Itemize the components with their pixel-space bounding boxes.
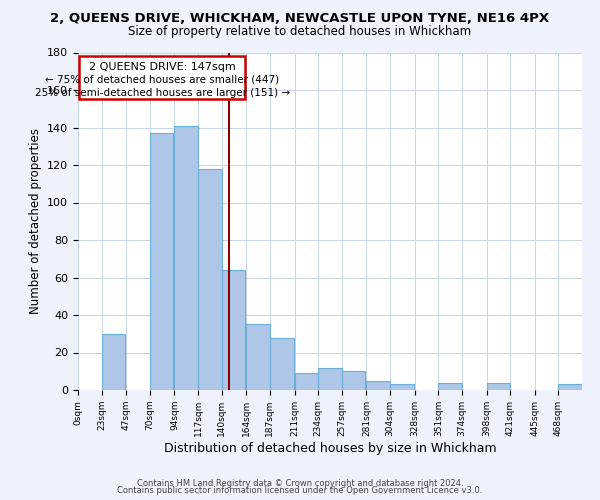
Bar: [222, 270, 245, 390]
Bar: [247, 324, 270, 390]
Text: Contains public sector information licensed under the Open Government Licence v3: Contains public sector information licen…: [118, 486, 482, 495]
Bar: [390, 384, 413, 390]
X-axis label: Distribution of detached houses by size in Whickham: Distribution of detached houses by size …: [164, 442, 496, 454]
Bar: [487, 382, 510, 390]
Text: 2, QUEENS DRIVE, WHICKHAM, NEWCASTLE UPON TYNE, NE16 4PX: 2, QUEENS DRIVE, WHICKHAM, NEWCASTLE UPO…: [50, 12, 550, 26]
Y-axis label: Number of detached properties: Number of detached properties: [29, 128, 41, 314]
Text: 2 QUEENS DRIVE: 147sqm: 2 QUEENS DRIVE: 147sqm: [89, 62, 236, 72]
Bar: [295, 373, 318, 390]
Text: Size of property relative to detached houses in Whickham: Size of property relative to detached ho…: [128, 25, 472, 38]
Bar: [559, 384, 582, 390]
Bar: [342, 371, 365, 390]
Bar: [198, 169, 222, 390]
Bar: [175, 126, 198, 390]
Text: 25% of semi-detached houses are larger (151) →: 25% of semi-detached houses are larger (…: [35, 88, 290, 98]
Bar: [367, 380, 390, 390]
Bar: [101, 334, 125, 390]
Bar: [150, 133, 173, 390]
Text: Contains HM Land Registry data © Crown copyright and database right 2024.: Contains HM Land Registry data © Crown c…: [137, 478, 463, 488]
Bar: [318, 368, 342, 390]
Bar: [438, 382, 462, 390]
Text: ← 75% of detached houses are smaller (447): ← 75% of detached houses are smaller (44…: [45, 75, 279, 85]
Bar: [79, 56, 245, 100]
Bar: [270, 338, 293, 390]
